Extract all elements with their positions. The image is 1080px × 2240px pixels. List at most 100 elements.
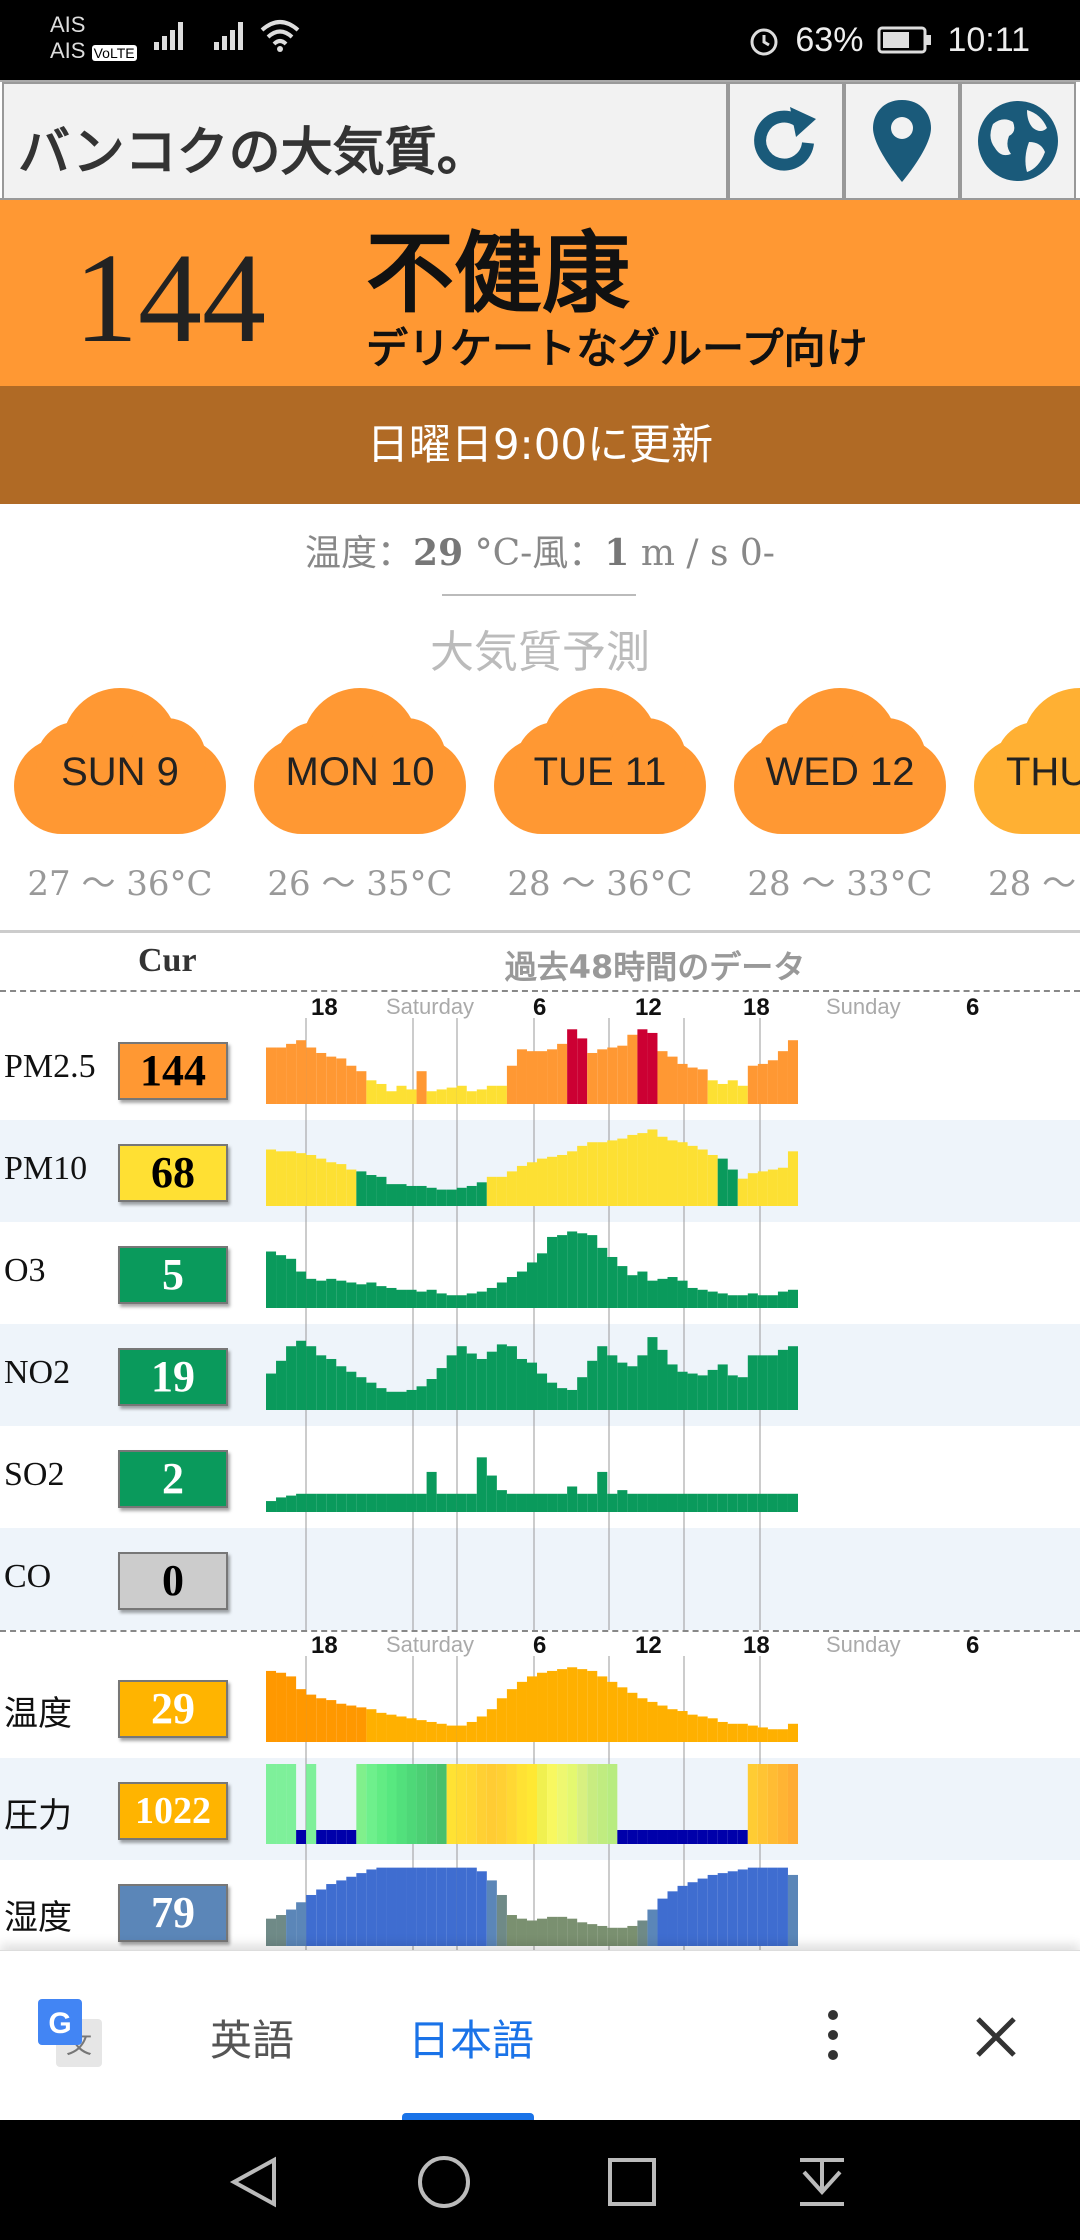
history-bar — [346, 1065, 357, 1104]
forecast-day-cloud[interactable]: TUE 11 — [494, 688, 706, 834]
history-bar — [767, 1355, 778, 1410]
history-bar — [787, 1493, 798, 1512]
history-bar — [657, 1830, 668, 1844]
axis-hour: 12 — [635, 1632, 662, 1659]
forecast-day-cloud[interactable]: MON 10 — [254, 688, 466, 834]
history-bar — [687, 1493, 698, 1512]
table-row[interactable]: CO 0 — [0, 1528, 1080, 1630]
history-bar — [396, 1184, 407, 1206]
history-bar — [316, 1158, 327, 1206]
language-option-japanese[interactable]: 日本語 — [408, 2016, 535, 2065]
history-bar — [366, 1175, 377, 1206]
history-bar — [577, 1493, 588, 1512]
history-bar — [657, 1705, 668, 1742]
history-bar — [767, 1867, 778, 1946]
history-bar — [276, 1360, 287, 1410]
history-bar — [687, 1830, 698, 1844]
table-row[interactable]: 圧力 1022 — [0, 1758, 1080, 1860]
carrier-1: AIS — [50, 12, 86, 37]
home-icon[interactable] — [414, 2152, 474, 2212]
history-bar — [547, 1382, 558, 1410]
history-bar — [667, 1277, 678, 1308]
history-bar — [557, 1388, 568, 1410]
history-bar — [647, 1337, 658, 1410]
history-bar — [747, 1867, 758, 1946]
history-bar — [316, 1493, 327, 1512]
history-bar — [296, 1830, 307, 1844]
history-bar — [336, 1880, 347, 1946]
history-bar — [396, 1867, 407, 1946]
history-bar — [386, 1764, 397, 1844]
history-bar — [496, 1085, 507, 1104]
history-bar — [557, 1764, 568, 1844]
history-bar — [787, 1289, 798, 1308]
history-bar — [627, 1692, 638, 1742]
forecast-day-label: SUN 9 — [61, 750, 179, 794]
history-bar — [426, 1867, 437, 1946]
history-bar — [537, 1672, 548, 1742]
history-bar — [697, 1830, 708, 1844]
history-bar — [707, 1718, 718, 1742]
history-bar — [787, 1723, 798, 1742]
history-bar — [767, 1295, 778, 1308]
language-option-english[interactable]: 英語 — [210, 2016, 295, 2065]
history-bar — [707, 1154, 718, 1206]
location-button[interactable] — [844, 82, 960, 200]
history-bar — [356, 1873, 367, 1946]
history-bar — [597, 1676, 608, 1742]
history-chart — [266, 1860, 798, 1962]
svg-text:G: G — [48, 2007, 71, 2040]
history-bar — [607, 1256, 618, 1308]
notification-icon[interactable] — [794, 2152, 850, 2212]
history-bar — [637, 1493, 648, 1512]
history-bar — [446, 1725, 457, 1742]
history-bar — [326, 1056, 337, 1104]
pollutant-value: 0 — [118, 1552, 228, 1610]
page-title: バンコクの大気質。 — [18, 123, 489, 183]
history-bar — [456, 1493, 467, 1512]
back-icon[interactable] — [226, 2154, 282, 2210]
history-bar — [426, 1091, 437, 1104]
weather-name: 温度 — [4, 1696, 72, 1733]
history-bar — [697, 1493, 708, 1512]
table-row[interactable]: O3 5 — [0, 1222, 1080, 1324]
forecast-day-cloud[interactable]: THU — [974, 688, 1080, 834]
table-row[interactable]: 温度 29 — [0, 1656, 1080, 1758]
history-bar — [647, 1493, 658, 1512]
history-bar — [386, 1867, 397, 1946]
signal-icon — [154, 22, 183, 50]
google-translate-icon[interactable]: 文 G — [36, 1997, 106, 2071]
table-row[interactable]: SO2 2 — [0, 1426, 1080, 1528]
history-bar — [376, 1176, 387, 1206]
history-bar — [266, 1149, 277, 1206]
history-bar — [486, 1287, 497, 1308]
forecast-day-cloud[interactable]: SUN 9 — [14, 688, 226, 834]
history-bar — [466, 1293, 477, 1308]
axis-hour: 6 — [533, 994, 547, 1021]
more-options-icon[interactable] — [818, 2005, 848, 2065]
battery-icon — [877, 26, 932, 54]
history-bar — [617, 1266, 628, 1308]
history-bar — [306, 1493, 317, 1512]
history-bar — [647, 1032, 658, 1104]
history-bar — [587, 1235, 598, 1308]
table-row[interactable]: NO2 19 — [0, 1324, 1080, 1426]
table-row[interactable]: PM10 68 — [0, 1120, 1080, 1222]
history-bar — [787, 1346, 798, 1410]
history-bar — [537, 1051, 548, 1104]
table-row[interactable]: PM2.5 144 — [0, 1018, 1080, 1120]
recents-icon[interactable] — [606, 2156, 658, 2208]
history-bar — [446, 1493, 457, 1512]
history-bar — [396, 1391, 407, 1410]
history-bar — [386, 1184, 397, 1206]
history-bar — [637, 1698, 648, 1742]
close-icon[interactable] — [972, 2013, 1020, 2061]
refresh-button[interactable] — [728, 82, 844, 200]
history-bar — [727, 1375, 738, 1410]
history-bar — [587, 1142, 598, 1206]
forecast-day-cloud[interactable]: WED 12 — [734, 688, 946, 834]
history-bar — [446, 1295, 457, 1308]
history-bar — [687, 1714, 698, 1742]
table-row[interactable]: 湿度 79 — [0, 1860, 1080, 1962]
globe-button[interactable] — [960, 82, 1076, 200]
